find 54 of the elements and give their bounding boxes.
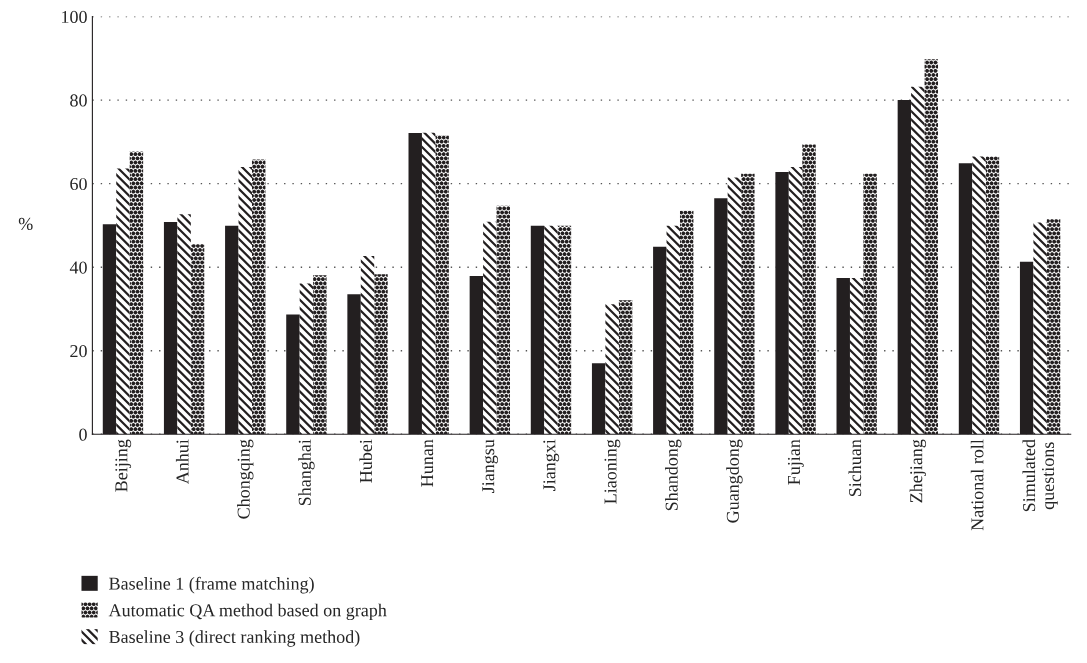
- bar: [849, 278, 864, 435]
- x-tick-label: Hubei: [359, 439, 373, 483]
- y-tick-label: 80: [70, 94, 87, 107]
- bar: [177, 214, 191, 435]
- bar: [360, 255, 375, 435]
- x-tick-label: Jiangxi: [543, 439, 560, 491]
- x-tick-label: Fujian: [787, 439, 804, 485]
- x-tick-label: Beijing: [115, 439, 132, 492]
- bar: [802, 144, 816, 435]
- bar: [618, 300, 633, 435]
- bar: [788, 166, 803, 435]
- y-tick-label: 40: [69, 261, 87, 274]
- x-tick-label: Liaoning: [604, 439, 621, 504]
- y-tick-label: 20: [70, 344, 87, 358]
- bar: [251, 159, 266, 435]
- x-tick-label: Simulated questions: [1022, 439, 1058, 512]
- x-tick-label: Sichuan: [848, 439, 862, 497]
- x-tick-label: Chongqing: [237, 439, 254, 519]
- x-tick-label: Shanghai: [298, 439, 315, 506]
- legend-label: Automatic QA method based on graph: [108, 603, 387, 621]
- y-tick-label: 100: [62, 10, 87, 24]
- bar: [1033, 222, 1047, 435]
- bar: [421, 132, 436, 435]
- legend-label: Baseline 1 (frame matching): [109, 576, 314, 594]
- bar: [374, 274, 388, 435]
- bar: [190, 244, 205, 435]
- bar: [129, 151, 144, 435]
- bar: [313, 275, 327, 435]
- x-tick-label: National roll: [970, 439, 984, 531]
- y-axis-title: %: [18, 217, 33, 230]
- x-tick-label: Shandong: [665, 439, 682, 511]
- bar: [483, 221, 497, 435]
- y-tick-label: 60: [70, 177, 87, 191]
- x-tick-label: Jiangsu: [482, 439, 499, 493]
- bar: [605, 304, 619, 435]
- x-tick-label: Anhui: [175, 439, 189, 485]
- bar: [238, 166, 252, 435]
- bar: [299, 283, 314, 435]
- bar: [116, 168, 130, 435]
- bar: [679, 210, 694, 435]
- bar: [496, 205, 511, 435]
- y-tick-label: 0: [79, 428, 87, 441]
- bar: [924, 59, 939, 435]
- x-tick-label: Hunan: [421, 439, 434, 487]
- bar: [1046, 219, 1061, 435]
- legend-label: Baseline 3 (direct ranking method): [109, 630, 360, 647]
- bar: [863, 173, 877, 435]
- bar: [727, 177, 742, 435]
- bar: [435, 135, 449, 435]
- bar: [666, 225, 680, 435]
- bar: [741, 173, 755, 435]
- x-tick-label: Zhejiang: [909, 439, 927, 503]
- bar: [911, 86, 925, 435]
- x-tick-label: Guangdong: [726, 439, 743, 523]
